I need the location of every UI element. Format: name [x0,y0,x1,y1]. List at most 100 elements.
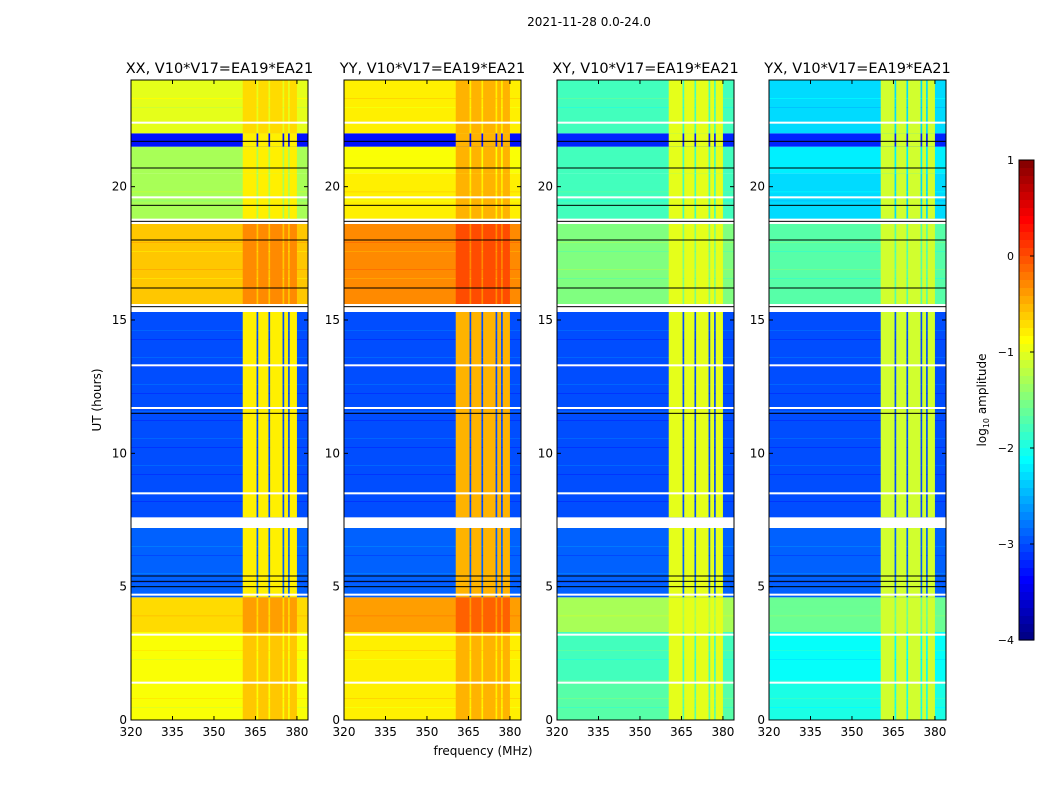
flag-line-black [769,412,946,414]
rfi-cell [710,312,715,518]
heatmap-row [769,357,946,358]
rfi-cell [483,133,496,147]
heatmap-row [344,447,521,448]
y-tick-label: 0 [545,713,553,727]
colorbar-step [1019,512,1034,521]
rfi-cell [502,146,510,174]
flag-line [557,196,734,199]
heatmap-row [557,348,734,349]
rfi-cell [896,224,907,304]
colorbar-step [1019,488,1034,497]
heatmap-row [557,668,734,669]
panel-frame [343,79,522,721]
heatmap-row [131,89,308,90]
flag-line-black [344,140,521,142]
rfi-cell [242,80,257,134]
flag-line [769,593,946,596]
heatmap-row [557,191,734,193]
heatmap-row [557,501,734,502]
rfi-cell [289,597,297,632]
rfi-cell [455,224,470,304]
heatmap-row [557,438,734,439]
heatmap-row [557,641,734,642]
heatmap-row [131,474,308,475]
flag-line [557,633,734,636]
flag-line [131,407,308,409]
heatmap-row [344,242,521,243]
heatmap-row [131,546,308,547]
x-tick-label: 320 [120,725,143,739]
heatmap-row [344,348,521,349]
rfi-cell [922,80,927,134]
rfi-cell [284,173,289,219]
rfi-cell [270,133,283,147]
heatmap-row [344,606,521,608]
heatmap-row [557,375,734,376]
flag-line-black [131,140,308,142]
rfi-cell [908,632,921,680]
rfi-cell [896,146,907,174]
y-tick-label: 20 [112,180,127,194]
rfi-cell [684,133,695,147]
heatmap-row [131,537,308,538]
flag-line-black [769,580,946,582]
flag-line-black [557,306,734,308]
heatmap-row [131,251,308,252]
flag-line-black [557,575,734,577]
rfi-cell [502,680,510,720]
rfi-cell [715,133,723,147]
flag-line-black [557,586,734,588]
x-tick-label: 335 [161,725,184,739]
heatmap-row [769,465,946,466]
rfi-cell [927,528,935,598]
heatmap-row [557,546,734,547]
rfi-cell [258,133,269,147]
colorbar-step [1019,520,1034,529]
x-tick-label: 350 [841,725,864,739]
colorbar-step [1019,288,1034,297]
rfi-cell [284,312,289,518]
rfi-cell [471,133,482,147]
rfi-cell [497,528,502,598]
heatmap-row [769,89,946,90]
colorbar-step [1019,400,1034,409]
rfi-cell [258,146,269,174]
rfi-cell [896,80,907,134]
colorbar-step [1019,256,1034,265]
heatmap-row [769,668,946,669]
rfi-cell [242,133,257,147]
colorbar-step [1019,392,1034,401]
heatmap-row [769,615,946,617]
rfi-cell [896,312,907,518]
rfi-cell [927,133,935,147]
flag-line-black [344,287,521,289]
colorbar-step [1019,632,1034,641]
colorbar-step [1019,440,1034,449]
flag-line-black [131,220,308,222]
heatmap-row [557,698,734,699]
heatmap-row [131,321,308,322]
heatmap-row [344,200,521,202]
rfi-cell [715,80,723,134]
heatmap-row [769,393,946,394]
flag-line [769,309,946,312]
heatmap-row [557,650,734,651]
flag-line-black [769,586,946,588]
rfi-cell [922,146,927,174]
rfi-cell [471,224,482,304]
heatmap-row [769,278,946,279]
flag-line-black [769,575,946,577]
heatmap-row [557,339,734,340]
heatmap-row [769,107,946,108]
flag-line [344,309,521,312]
rfi-cell [696,680,709,720]
flag-line [769,520,946,523]
colorbar-step [1019,560,1034,569]
rfi-cell [455,80,470,134]
rfi-cell [483,528,496,598]
rfi-cell [896,528,907,598]
flag-line-black [344,575,521,577]
heatmap-row [344,438,521,439]
flag-line-black [557,167,734,169]
flag-line [344,520,521,523]
